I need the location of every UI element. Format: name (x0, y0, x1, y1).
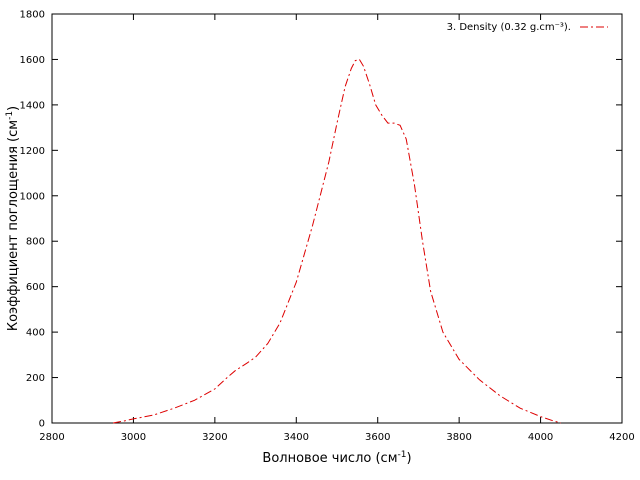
x-tick-label: 3600 (365, 432, 390, 443)
series-layer (113, 58, 562, 424)
y-tick-label: 1400 (20, 100, 45, 111)
y-axis-title-tail: ) (6, 106, 21, 111)
plot-frame (51, 13, 623, 424)
x-axis-title-text: Волновое число (см (262, 451, 397, 466)
y-axis-title: Коэффициент поглощения (см-1) (5, 106, 21, 331)
legend: 3. Density (0.32 g.cm⁻³). (447, 22, 608, 33)
y-tick-label: 200 (26, 373, 45, 384)
y-tick-label: 800 (26, 237, 45, 248)
x-tick-label: 3400 (284, 432, 309, 443)
y-axis-title-text: Коэффициент поглощения (см (6, 120, 21, 331)
x-axis-title-tail: ) (406, 451, 411, 466)
x-tick-label: 3800 (446, 432, 471, 443)
y-tick-label: 1600 (20, 55, 45, 66)
y-tick-label: 1800 (20, 10, 45, 21)
y-axis-title-sup: -1 (5, 111, 15, 120)
x-axis-ticks: 2800 3000 3200 3400 3600 3800 4000 4200 (39, 14, 635, 443)
x-tick-label: 4000 (528, 432, 553, 443)
series-line (113, 58, 562, 424)
y-axis-ticks: 0 200 400 600 800 1000 1200 1400 1600 1800 (20, 10, 622, 430)
y-tick-label: 1200 (20, 146, 45, 157)
x-tick-label: 2800 (39, 432, 64, 443)
y-tick-label: 400 (26, 328, 45, 339)
x-tick-label: 3200 (202, 432, 227, 443)
x-axis-title: Волновое число (см-1) (262, 450, 411, 466)
x-axis-title-sup: -1 (398, 450, 407, 460)
y-tick-label: 0 (39, 419, 45, 430)
x-tick-label: 3000 (121, 432, 146, 443)
x-tick-label: 4200 (609, 432, 634, 443)
y-tick-label: 600 (26, 282, 45, 293)
y-tick-label: 1000 (20, 191, 45, 202)
legend-label: 3. Density (0.32 g.cm⁻³). (447, 22, 571, 33)
